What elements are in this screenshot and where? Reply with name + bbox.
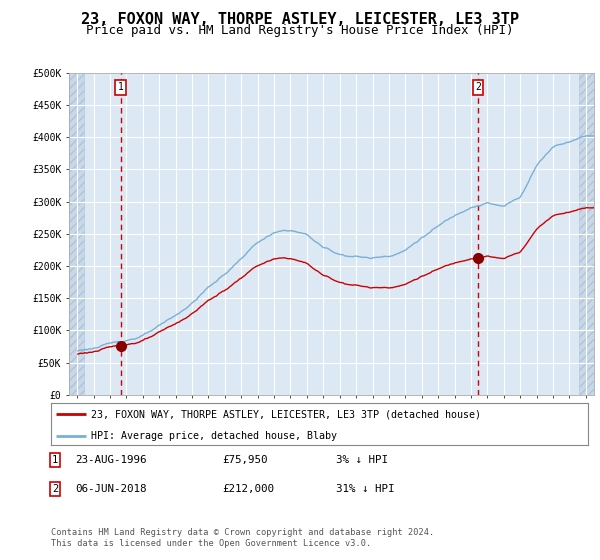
Text: £212,000: £212,000 <box>222 484 274 494</box>
Text: 06-JUN-2018: 06-JUN-2018 <box>75 484 146 494</box>
Bar <box>579 73 594 395</box>
Text: 31% ↓ HPI: 31% ↓ HPI <box>336 484 395 494</box>
Text: £75,950: £75,950 <box>222 455 268 465</box>
Text: 3% ↓ HPI: 3% ↓ HPI <box>336 455 388 465</box>
Text: HPI: Average price, detached house, Blaby: HPI: Average price, detached house, Blab… <box>91 431 337 441</box>
Text: 2: 2 <box>52 484 58 494</box>
Text: Contains HM Land Registry data © Crown copyright and database right 2024.
This d: Contains HM Land Registry data © Crown c… <box>51 528 434 548</box>
Text: 23, FOXON WAY, THORPE ASTLEY, LEICESTER, LE3 3TP (detached house): 23, FOXON WAY, THORPE ASTLEY, LEICESTER,… <box>91 409 481 419</box>
Text: Price paid vs. HM Land Registry's House Price Index (HPI): Price paid vs. HM Land Registry's House … <box>86 24 514 37</box>
Text: 2: 2 <box>475 82 481 92</box>
Bar <box>69 73 84 395</box>
Text: 1: 1 <box>118 82 124 92</box>
Text: 23-AUG-1996: 23-AUG-1996 <box>75 455 146 465</box>
Text: 1: 1 <box>52 455 58 465</box>
Text: 23, FOXON WAY, THORPE ASTLEY, LEICESTER, LE3 3TP: 23, FOXON WAY, THORPE ASTLEY, LEICESTER,… <box>81 12 519 27</box>
